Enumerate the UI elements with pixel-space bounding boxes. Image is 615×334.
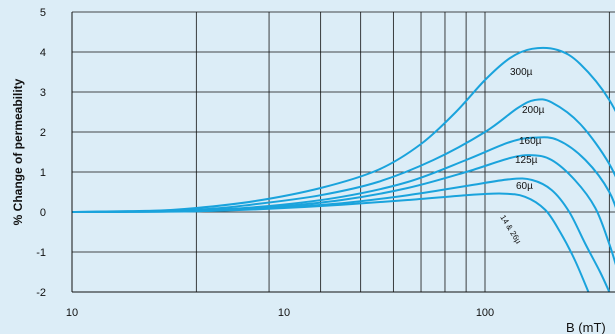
curve-label: 300µ: [510, 67, 533, 78]
curve-label: 200µ: [522, 105, 545, 116]
x-tick-labels: 10 10 100: [66, 307, 494, 319]
x-tick-label: 10: [66, 307, 78, 319]
y-axis-label: % Change of permeability: [11, 78, 25, 225]
curve-label: 160µ: [519, 136, 542, 147]
curve-5: [71, 192, 590, 293]
y-tick-label: 0: [40, 207, 46, 219]
y-tick-label: -2: [36, 287, 46, 299]
y-tick-label: -1: [36, 247, 46, 259]
curves: [71, 46, 615, 293]
y-tick-label: 4: [40, 47, 46, 59]
curve-2: [71, 136, 615, 213]
x-tick-label: 100: [476, 307, 494, 319]
curve-label: 60µ: [516, 181, 533, 192]
y-tick-label: 2: [40, 127, 46, 139]
plot-background: [72, 12, 615, 292]
grid: [72, 11, 615, 293]
y-tick-label: 1: [40, 167, 46, 179]
x-axis-label: B (mT): [566, 320, 606, 334]
y-tick-labels: -2 -1 0 1 2 3 4 5: [36, 7, 46, 299]
y-tick-label: 5: [40, 7, 46, 19]
y-tick-label: 3: [40, 87, 46, 99]
curve-0: [71, 46, 615, 213]
curve-1: [71, 98, 615, 213]
curve-label: 125µ: [515, 155, 538, 166]
x-tick-label: 10: [278, 307, 290, 319]
